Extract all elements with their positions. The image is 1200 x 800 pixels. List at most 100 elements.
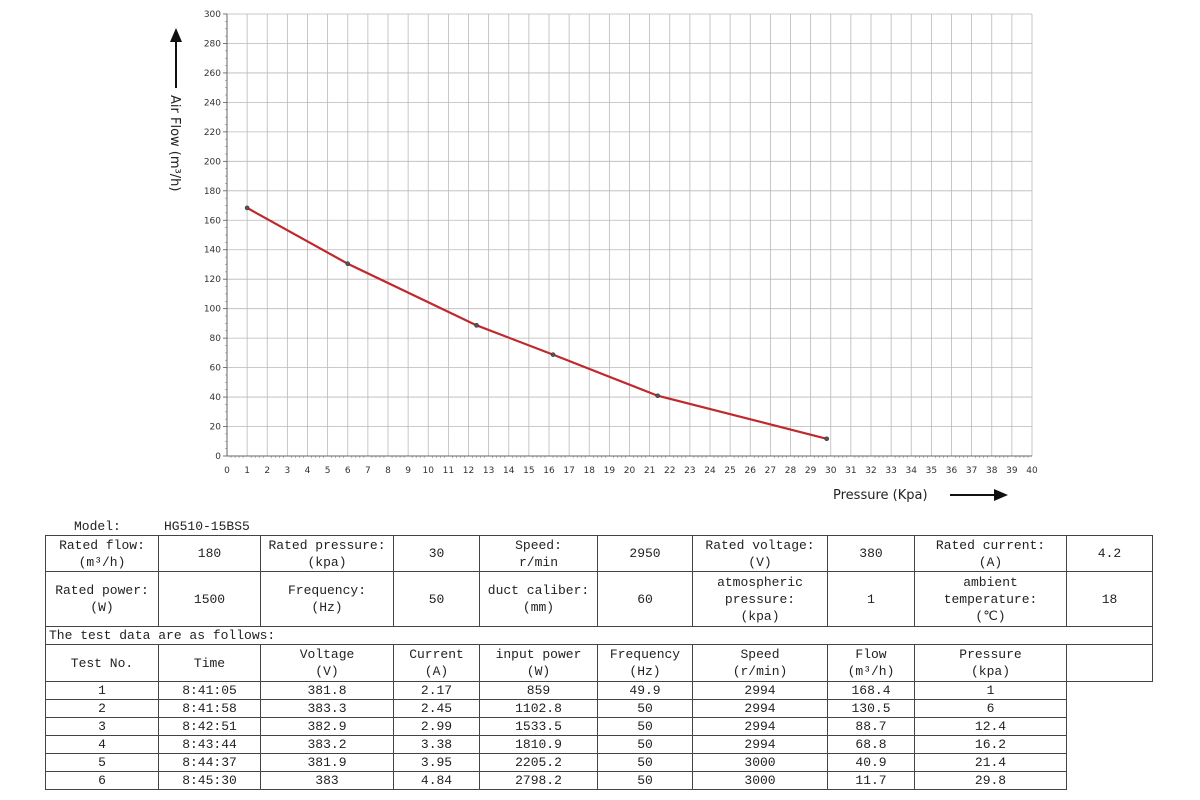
table-cell: 2.99: [393, 717, 480, 736]
amb-value: 18: [1066, 571, 1153, 627]
y-tick-label: 0: [215, 452, 221, 462]
table-cell: 8:41:05: [158, 681, 261, 700]
x-tick-label: 6: [345, 466, 351, 476]
test-header-cell: Flow (m³/h): [827, 644, 915, 682]
x-axis-arrow: [950, 489, 1008, 501]
frequency-value: 50: [393, 571, 480, 627]
table-cell: 1: [45, 681, 159, 700]
y-tick-label: 100: [204, 305, 221, 315]
table-row: 1 8:41:05 381.8 2.17 859 49.9 2994 168.4 1: [45, 681, 1153, 700]
x-tick-label: 27: [765, 466, 776, 476]
table-cell: 8:45:30: [158, 771, 261, 790]
y-tick-label: 260: [204, 69, 221, 79]
data-point: [824, 436, 830, 442]
data-point: [345, 261, 351, 267]
x-tick-label: 14: [503, 466, 515, 476]
table-cell: 50: [597, 753, 693, 772]
table-cell: 381.9: [260, 753, 394, 772]
y-tick-label: 80: [210, 334, 222, 344]
table-cell: 382.9: [260, 717, 394, 736]
table-row: 4 8:43:44 383.2 3.38 1810.9 50 2994 68.8 16.2: [45, 735, 1153, 754]
x-tick-label: 38: [986, 466, 998, 476]
x-tick-label: 18: [584, 466, 596, 476]
y-tick-label: 220: [204, 128, 221, 138]
x-tick-label: 23: [684, 466, 695, 476]
rated-power-label-cell: Rated power: (W): [45, 571, 159, 627]
spec-and-test-table: Rated flow: (m³/h) 180 Rated pressure: (kp…: [45, 535, 1153, 790]
table-cell: 2205.2: [479, 753, 598, 772]
table-cell: 2994: [692, 681, 828, 700]
test-header-cell: Current (A): [393, 644, 480, 682]
y-tick-label: 120: [204, 275, 221, 285]
table-blank: [1067, 754, 1153, 772]
air-flow-pressure-chart: 0 1 2 3 4 5 6 7 8 9 10 11 12 13 14 15 16 17 18 19 20 21 22 23 24…: [167, 10, 1038, 503]
table-row: 5 8:44:37 381.9 3.95 2205.2 50 3000 40.9 21.4: [45, 753, 1153, 772]
table-blank: [1067, 718, 1153, 736]
x-tick-labels: 0 1 2 3 4 5 6 7 8 9 10 11 12 13 14 15 16 17 18 19 20 21 22 23 24…: [224, 466, 1038, 476]
table-cell: 381.8: [260, 681, 394, 700]
table-cell: 168.4: [827, 681, 915, 700]
chart-grid: [226, 13, 1033, 457]
table-cell: 6: [45, 771, 159, 790]
model-label: Model:: [74, 519, 121, 534]
x-tick-label: 3: [285, 466, 291, 476]
table-cell: 1533.5: [479, 717, 598, 736]
x-tick-label: 9: [405, 466, 411, 476]
y-axis-arrow: [170, 28, 182, 88]
table-cell: 2.45: [393, 699, 480, 718]
table-cell: 8:42:51: [158, 717, 261, 736]
x-tick-label: 40: [1026, 466, 1038, 476]
speed-value: 2950: [597, 535, 693, 572]
x-tick-label: 37: [966, 466, 977, 476]
test-header-row: Test No. Time Voltage (V) Current (A) input po…: [45, 644, 1153, 682]
table-cell: 3: [45, 717, 159, 736]
y-tick-label: 40: [210, 393, 222, 403]
table-cell: 2994: [692, 717, 828, 736]
data-point: [244, 205, 250, 211]
model-line: Model: HG510-15BS5: [74, 519, 250, 534]
x-tick-label: 39: [1006, 466, 1018, 476]
table-cell: 383: [260, 771, 394, 790]
table-cell: 3.95: [393, 753, 480, 772]
table-cell: 130.5: [827, 699, 915, 718]
y-axis-title: Air Flow (m³/h): [167, 95, 182, 191]
data-point: [655, 393, 660, 399]
table-blank: [1067, 700, 1153, 718]
x-tick-label: 26: [745, 466, 757, 476]
x-tick-label: 36: [946, 466, 958, 476]
test-header-cell: Pressure (kpa): [914, 644, 1067, 682]
x-tick-label: 13: [483, 466, 494, 476]
table-cell: 8:41:58: [158, 699, 261, 718]
flow-line: [246, 206, 827, 440]
x-tick-label: 29: [805, 466, 817, 476]
y-tick-label: 20: [210, 423, 222, 433]
atm-value: 1: [827, 571, 915, 627]
table-cell: 68.8: [827, 735, 915, 754]
duct-value: 60: [597, 571, 693, 627]
table-cell: 5: [45, 753, 159, 772]
table-cell: 2798.2: [479, 771, 598, 790]
table-cell: 1810.9: [479, 735, 598, 754]
rated-power-value: 1500: [158, 571, 261, 627]
table-cell: 49.9: [597, 681, 693, 700]
y-tick-label: 180: [204, 187, 221, 197]
rated-voltage-label-cell: Rated voltage: (V): [692, 535, 828, 572]
x-tick-label: 15: [523, 466, 534, 476]
test-note-row: The test data are as follows:: [45, 626, 1153, 645]
spec-row-1: Rated flow: (m³/h) 180 Rated pressure: (kp…: [45, 535, 1153, 572]
y-tick-label: 300: [204, 10, 221, 20]
y-tick-label: 200: [204, 157, 221, 167]
table-cell: 3000: [692, 771, 828, 790]
table-blank: [1067, 736, 1153, 754]
table-cell: 50: [597, 735, 693, 754]
table-cell: 6: [914, 699, 1067, 718]
x-tick-label: 31: [845, 466, 856, 476]
x-tick-label: 28: [785, 466, 797, 476]
amb-label-cell: ambient temperature: (℃): [914, 571, 1067, 627]
test-header-cell: Time: [158, 644, 261, 682]
table-cell: 50: [597, 699, 693, 718]
y-tick-label: 280: [204, 39, 221, 49]
x-tick-label: 30: [825, 466, 837, 476]
rated-current-label-cell: Rated current: (A): [914, 535, 1067, 572]
rated-flow-value: 180: [158, 535, 261, 572]
